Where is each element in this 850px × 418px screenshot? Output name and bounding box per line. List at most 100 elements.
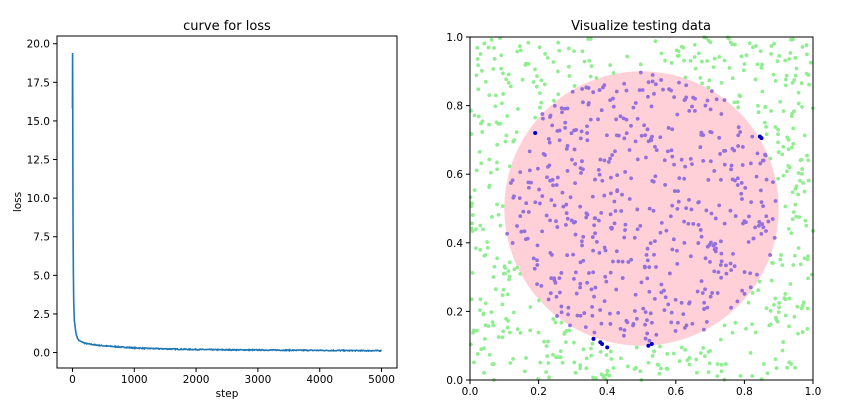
scatter-point	[629, 123, 633, 128]
scatter-point	[549, 276, 554, 281]
scatter-point	[553, 280, 558, 285]
scatter-point	[645, 276, 650, 281]
scatter-point	[507, 277, 511, 282]
scatter-point	[742, 270, 747, 274]
scatter-point	[773, 296, 778, 301]
scatter-point	[772, 236, 777, 240]
scatter-point	[784, 73, 789, 78]
scatter-point	[590, 341, 595, 346]
scatter-point	[637, 88, 642, 93]
scatter-point	[791, 141, 796, 146]
scatter-point	[755, 62, 760, 67]
scatter-point	[719, 112, 724, 116]
scatter-point	[548, 178, 553, 183]
scatter-point	[573, 219, 578, 224]
scatter-point	[638, 369, 643, 374]
scatter-point	[547, 140, 552, 145]
scatter-point	[642, 123, 646, 128]
scatter-point	[693, 96, 697, 101]
scatter-point	[586, 37, 591, 41]
scatter-point	[611, 104, 616, 109]
scatter-point	[608, 156, 612, 161]
scatter-point	[565, 106, 570, 111]
scatter-point	[808, 60, 813, 65]
scatter-point	[692, 55, 697, 59]
scatter-point	[476, 63, 480, 68]
scatter-point	[717, 135, 722, 140]
scatter-point	[565, 169, 570, 173]
scatter-point	[602, 373, 606, 378]
scatter-point	[545, 354, 550, 358]
scatter-point	[610, 153, 615, 157]
loss-y-tick-label: 17.5	[27, 77, 50, 89]
scatter-point	[563, 120, 568, 125]
scatter-point	[622, 235, 627, 240]
scatter-point	[533, 200, 538, 205]
scatter-point	[544, 344, 549, 348]
scatter-point	[781, 144, 786, 149]
scatter-point	[772, 302, 776, 307]
scatter-point	[588, 74, 593, 79]
scatter-point	[632, 367, 637, 371]
scatter-point	[470, 270, 475, 275]
scatter-point	[732, 264, 737, 269]
scatter-point	[564, 211, 569, 216]
scatter-point	[759, 200, 764, 205]
scatter-point	[776, 140, 780, 145]
scatter-point	[472, 360, 476, 365]
loss-series-line	[71, 52, 382, 353]
scatter-point	[704, 319, 709, 324]
scatter-point	[806, 178, 811, 183]
scatter-point	[572, 147, 577, 152]
scatter-point	[703, 103, 708, 108]
scatter-point	[483, 79, 488, 84]
testing-x-tick-label: 0.0	[462, 386, 479, 398]
scatter-point	[613, 149, 617, 154]
scatter-point	[612, 221, 617, 226]
scatter-point	[699, 279, 704, 284]
scatter-point	[625, 54, 630, 59]
scatter-point	[481, 311, 486, 316]
scatter-point	[765, 371, 770, 376]
scatter-point	[787, 324, 791, 329]
scatter-point	[560, 360, 565, 365]
scatter-point	[748, 285, 753, 290]
scatter-point	[492, 45, 496, 50]
scatter-point	[585, 138, 590, 143]
scatter-point	[556, 69, 560, 74]
scatter-point	[719, 275, 724, 280]
scatter-point	[754, 174, 759, 179]
scatter-point	[557, 48, 562, 53]
scatter-point	[544, 370, 548, 374]
scatter-point	[708, 260, 712, 264]
scatter-point	[658, 366, 663, 371]
scatter-point	[520, 77, 525, 82]
scatter-point	[539, 78, 544, 83]
scatter-point	[602, 299, 607, 303]
scatter-point	[560, 190, 565, 195]
scatter-point	[546, 137, 551, 141]
scatter-point	[645, 246, 650, 251]
scatter-point	[657, 371, 662, 376]
scatter-point	[649, 104, 654, 109]
scatter-point	[489, 37, 494, 42]
scatter-point	[518, 170, 523, 175]
scatter-point	[683, 164, 688, 169]
scatter-point	[719, 239, 723, 244]
scatter-point	[667, 271, 672, 276]
scatter-point	[591, 270, 596, 275]
scatter-point	[650, 79, 655, 84]
scatter-point	[501, 329, 506, 334]
scatter-point	[605, 133, 609, 138]
scatter-point	[679, 157, 684, 162]
scatter-point	[622, 81, 627, 86]
scatter-point	[595, 239, 599, 244]
scatter-point	[501, 287, 506, 292]
scatter-point	[608, 322, 613, 326]
scatter-point	[694, 357, 699, 362]
scatter-point	[535, 74, 539, 79]
scatter-point	[788, 282, 793, 286]
scatter-point	[531, 256, 536, 261]
scatter-point	[518, 48, 523, 53]
scatter-point	[540, 229, 544, 234]
